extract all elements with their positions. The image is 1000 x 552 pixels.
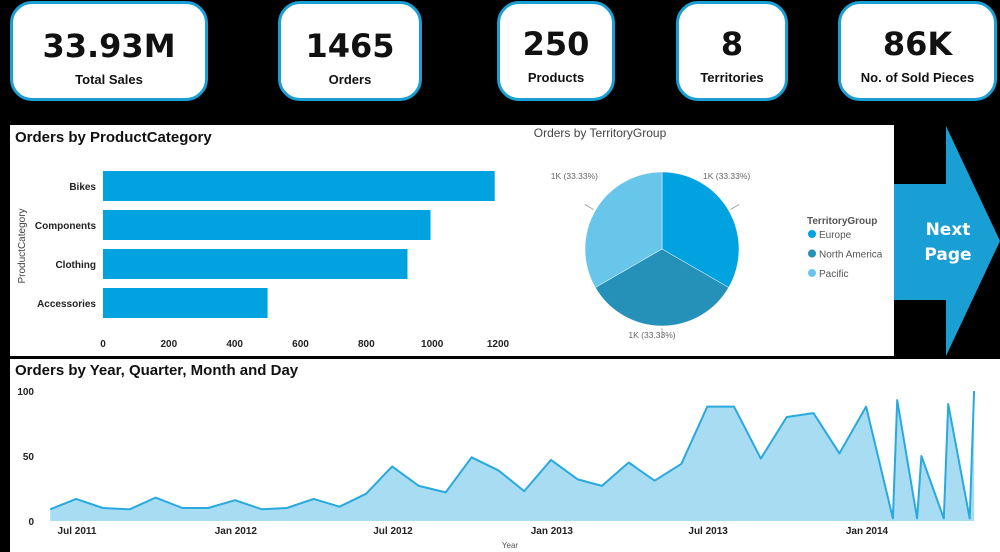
next-page-arrow-icon[interactable]: [894, 126, 1000, 356]
bar-category-label: Components: [35, 221, 97, 232]
bar-x-tick-label: 200: [160, 339, 177, 350]
legend-item-label[interactable]: Europe: [819, 230, 852, 241]
kpi-value: 8: [720, 25, 744, 63]
legend-swatch-icon: [808, 269, 816, 277]
next-page-button[interactable]: Next Page: [900, 218, 996, 268]
bar-accessories[interactable]: [103, 288, 268, 318]
pie-slice-label: 1K (33.33%): [703, 171, 750, 181]
kpi-label: No. of Sold Pieces: [860, 70, 975, 85]
area-chart-title: Orders by Year, Quarter, Month and Day: [15, 362, 299, 379]
pie-label-leader: [730, 204, 740, 210]
bar-x-tick-label: 800: [358, 339, 375, 350]
pie-slice-pacific[interactable]: [584, 171, 663, 288]
pie-label-leader: [584, 204, 594, 210]
area-fill: [50, 391, 975, 521]
kpi-card-total-sales: 33.93M Total Sales: [10, 1, 208, 101]
area-y-tick-label: 100: [17, 387, 34, 398]
pie-chart-title: Orders by TerritoryGroup: [534, 126, 667, 140]
kpi-label: Orders: [328, 72, 372, 87]
area-x-tick-label: Jul 2011: [58, 526, 97, 537]
area-x-tick-label: Jan 2012: [215, 526, 258, 537]
legend-swatch-icon: [808, 230, 816, 238]
kpi-value: 86K: [882, 25, 953, 63]
kpi-card-sold-pieces: 86K No. of Sold Pieces: [838, 1, 997, 101]
bar-y-axis-title: ProductCategory: [17, 208, 28, 283]
bar-components[interactable]: [103, 210, 431, 240]
upper-panel: Orders by ProductCategory Bikes Component…: [10, 125, 894, 356]
kpi-value: 250: [522, 25, 590, 63]
kpi-label: Territories: [700, 70, 764, 85]
kpi-label: Total Sales: [75, 72, 143, 87]
pie-slice-label: 1K (33.33%): [551, 171, 598, 181]
kpi-label: Products: [527, 70, 585, 85]
area-x-tick-label: Jan 2014: [846, 526, 889, 537]
kpi-value: 33.93M: [42, 27, 176, 65]
pie-chart: Orders by TerritoryGroup 1K (33.33%) 1K (3…: [534, 126, 883, 340]
lower-panel: Orders by Year, Quarter, Month and Day 0…: [10, 359, 1000, 552]
kpi-card-products: 250 Products: [497, 1, 615, 101]
bar-clothing[interactable]: [103, 249, 408, 279]
pie-legend-title: TerritoryGroup: [807, 216, 877, 227]
bar-x-tick-label: 1200: [487, 339, 510, 350]
bar-chart: Bikes Components Clothing Accessories 0 200 40…: [17, 171, 510, 350]
area-x-axis-title: Year: [502, 541, 519, 550]
bar-category-label: Accessories: [37, 299, 96, 310]
bar-x-tick-label: 400: [226, 339, 243, 350]
kpi-card-orders: 1465 Orders: [278, 1, 422, 101]
pie-slice-europe[interactable]: [661, 171, 740, 288]
bar-x-tick-label: 0: [100, 339, 106, 350]
bar-category-label: Clothing: [55, 260, 96, 271]
legend-item-label[interactable]: North America: [819, 250, 883, 261]
area-y-tick-label: 50: [23, 452, 35, 463]
area-x-tick-label: Jul 2012: [373, 526, 413, 537]
bar-x-tick-label: 600: [292, 339, 309, 350]
area-x-tick-label: Jul 2013: [688, 526, 728, 537]
kpi-value: 1465: [305, 27, 395, 65]
area-series-line[interactable]: [49, 390, 976, 520]
area-y-tick-label: 0: [28, 517, 34, 528]
kpi-card-territories: 8 Territories: [676, 1, 788, 101]
area-x-tick-label: Jan 2013: [531, 526, 574, 537]
next-page-label-line2: Page: [924, 245, 972, 265]
bar-category-label: Bikes: [69, 182, 96, 193]
bar-bikes[interactable]: [103, 171, 495, 201]
legend-item-label[interactable]: Pacific: [819, 269, 848, 280]
legend-swatch-icon: [808, 249, 816, 258]
pie-slice-north-america[interactable]: [594, 248, 730, 327]
area-chart: 0 50 100 Jul 2011 Jan 2012 Jul 2012 Jan 2013 Ju…: [17, 387, 976, 550]
bar-chart-title: Orders by ProductCategory: [15, 129, 212, 146]
next-page-label-line1: Next: [925, 220, 971, 240]
pie-slice-label: 1K (33.33%): [628, 330, 675, 340]
bar-x-tick-label: 1000: [421, 339, 444, 350]
